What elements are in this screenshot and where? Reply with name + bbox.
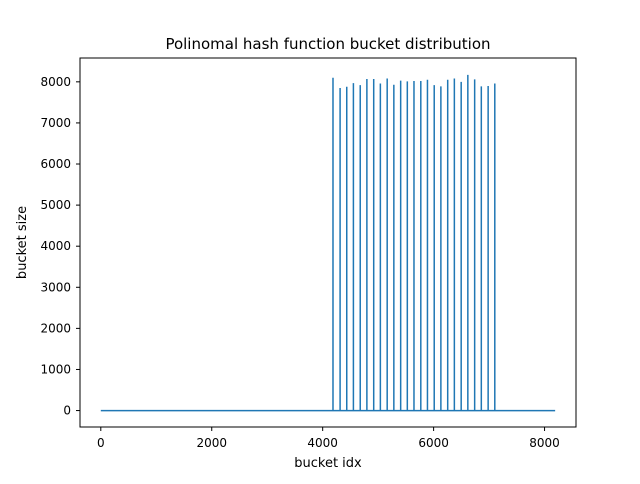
y-axis-ticks: 0 1000 2000 3000 4000 5000 6000 7000 8000 [40, 75, 80, 418]
y-tick-label-6: 6000 [40, 157, 71, 171]
x-axis-label: bucket idx [294, 456, 362, 471]
y-tick-label-1: 1000 [40, 362, 71, 376]
y-tick-label-5: 5000 [40, 198, 71, 212]
x-tick-label-0: 0 [97, 436, 105, 450]
x-tick-label-4: 8000 [529, 436, 560, 450]
chart-title: Polinomal hash function bucket distribut… [165, 35, 490, 53]
y-axis-label: bucket size [15, 206, 30, 279]
y-tick-label-8: 8000 [40, 75, 71, 89]
axes-frame [79, 57, 577, 428]
plot-area [100, 74, 556, 412]
y-tick-label-4: 4000 [40, 239, 71, 253]
y-tick-label-7: 7000 [40, 116, 71, 130]
y-tick-label-2: 2000 [40, 321, 71, 335]
y-tick-label-3: 3000 [40, 280, 71, 294]
y-tick-label-0: 0 [63, 404, 71, 418]
x-tick-label-1: 2000 [196, 436, 227, 450]
x-tick-label-2: 4000 [307, 436, 338, 450]
x-axis-ticks: 0 2000 4000 6000 8000 [97, 427, 560, 450]
x-tick-label-3: 6000 [418, 436, 449, 450]
